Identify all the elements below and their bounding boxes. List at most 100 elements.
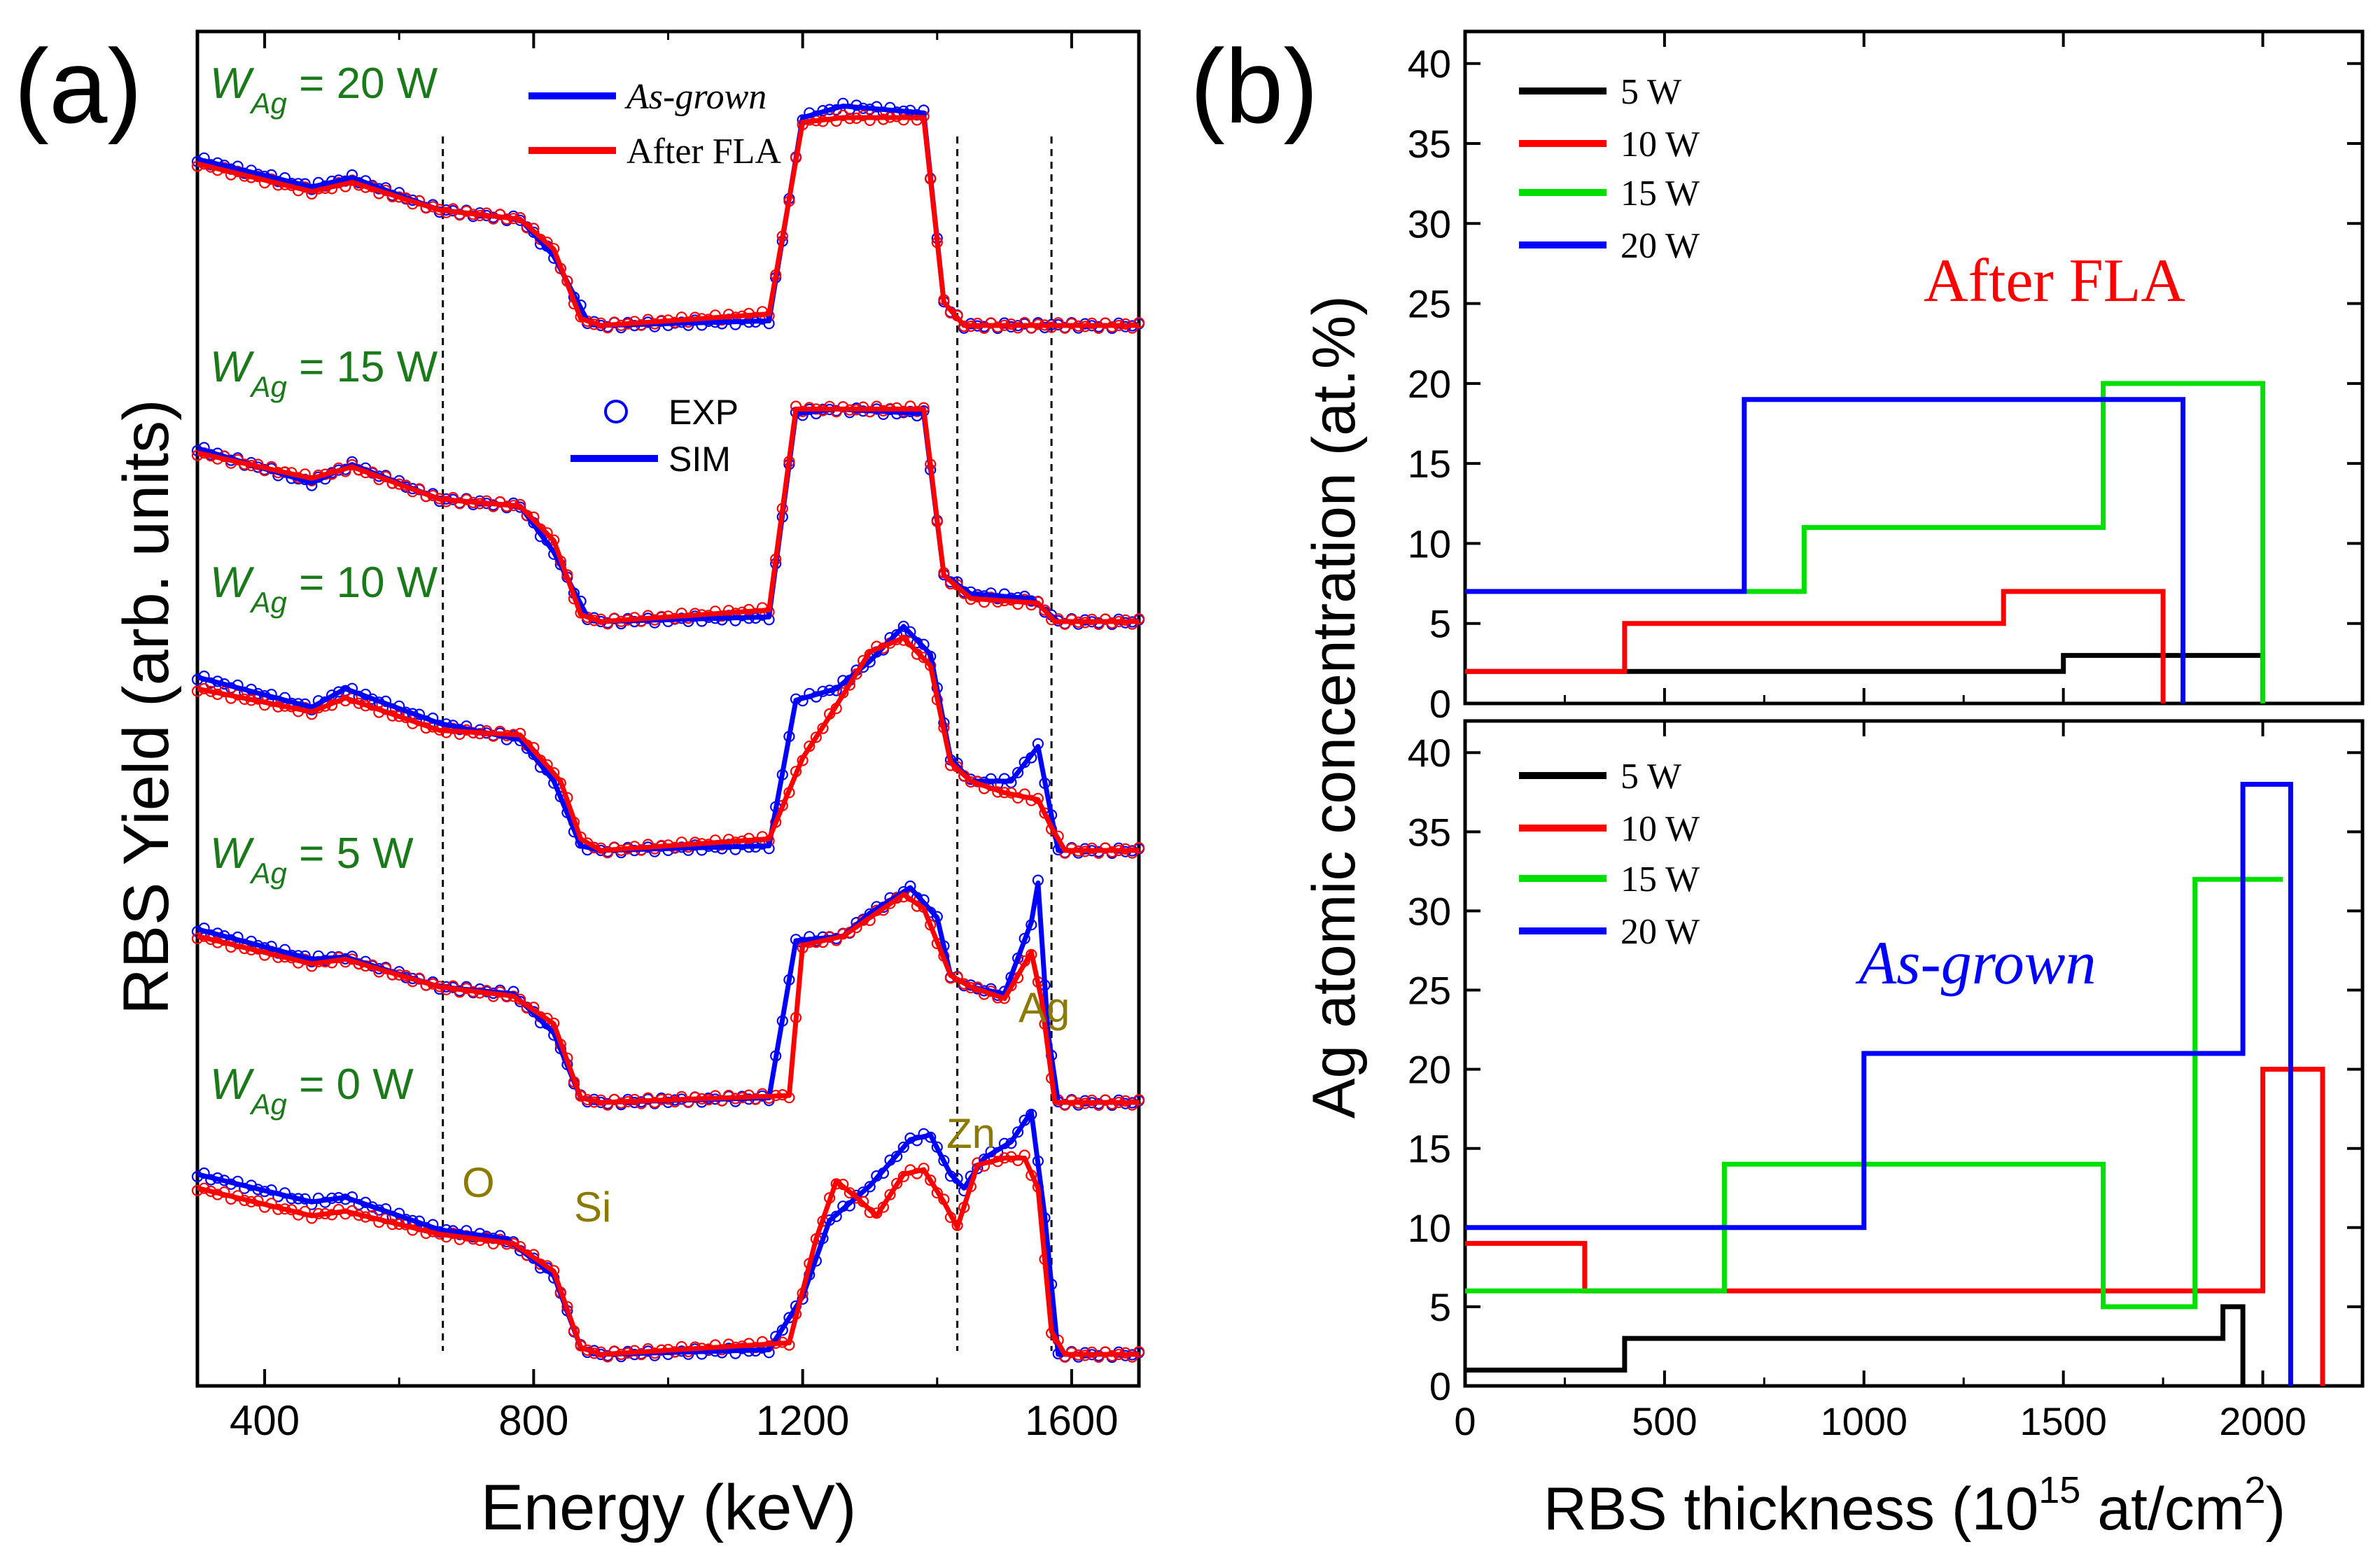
sim-line-after_fla [197, 406, 1139, 624]
legend-exp-label: EXP [668, 393, 738, 432]
y-tick-label: 40 [1408, 42, 1451, 86]
legend-label: 20 W [1620, 912, 1700, 952]
y-tick-label: 5 [1429, 602, 1451, 646]
sim-line-after_fla [197, 1156, 1139, 1357]
x-tick-label: 0 [1454, 1399, 1476, 1443]
y-tick-label: 40 [1408, 731, 1451, 775]
y-tick-label: 15 [1408, 442, 1451, 486]
x-tick-label: 1000 [1820, 1399, 1907, 1443]
y-tick-label: 10 [1408, 1206, 1451, 1250]
x-tick-label: 2000 [2219, 1399, 2306, 1443]
exp-point [925, 1174, 937, 1186]
element-label-o: O [462, 1159, 495, 1206]
x-tick-label: 1600 [1025, 1397, 1118, 1444]
element-label-si: Si [574, 1184, 611, 1231]
legend-label: 20 W [1620, 226, 1700, 266]
exp-markers [191, 620, 1145, 860]
panel-b-top-title: After FLA [1924, 247, 2185, 315]
spectrum-label: WAg = 5 W [210, 829, 414, 890]
spectrum-label-w: W [210, 59, 255, 108]
y-tick-label: 20 [1408, 1048, 1451, 1092]
exp-point [864, 1181, 876, 1193]
panel-b-xlabel-part3: ) [2266, 1476, 2286, 1543]
spectrum-label-value: = 0 W [287, 1060, 414, 1109]
y-tick-label: 10 [1408, 521, 1451, 566]
step-series [1465, 876, 2283, 1310]
y-tick-label: 25 [1408, 282, 1451, 326]
element-label-ag: Ag [1018, 984, 1070, 1031]
spectrum-label-sub: Ag [249, 1088, 287, 1121]
panel-b-xlabel-sup2: 2 [2244, 1469, 2265, 1511]
panel-b-label: (b) [1190, 27, 1318, 145]
y-tick-label: 20 [1408, 362, 1451, 406]
step-series [1465, 1304, 2246, 1386]
panel-b-xlabel-part1: RBS thickness (10 [1544, 1476, 2038, 1543]
exp-point [897, 620, 909, 632]
spectrum-label-value: = 10 W [287, 559, 438, 607]
spectrum-label: WAg = 0 W [210, 1060, 414, 1121]
legend-label: 10 W [1620, 809, 1700, 849]
spectrum-label: WAg = 10 W [210, 559, 438, 619]
panel-a-xlabel: Energy (keV) [481, 1472, 857, 1543]
legend-label: 5 W [1620, 72, 1681, 112]
step-series [1465, 782, 2293, 1386]
spectrum-label-w: W [210, 829, 255, 878]
spectrum-label-sub: Ag [249, 370, 287, 403]
panel-a-frame [195, 29, 1141, 1388]
spectrum-label-sub: Ag [249, 586, 287, 619]
sim-line-as_grown [197, 624, 1139, 853]
panel-b-xlabel-sup: 15 [2038, 1469, 2080, 1511]
spectrum-label: WAg = 20 W [210, 59, 438, 120]
spectrum-label: WAg = 15 W [210, 343, 438, 403]
y-tick-label: 35 [1408, 810, 1451, 854]
spectrum-label-value: = 20 W [287, 59, 438, 108]
step-series [1465, 589, 2166, 703]
sim-line-after_fla [197, 892, 1139, 1105]
panel-a-ylabel: RBS Yield (arb. units) [111, 399, 182, 1014]
legend-label: 10 W [1620, 125, 1700, 164]
step-series [1465, 397, 2186, 703]
exp-point [1039, 604, 1051, 616]
panel-b-xlabel-part2: at/cm [2080, 1476, 2244, 1543]
element-label-zn: Zn [946, 1110, 995, 1157]
sim-line-after_fla [197, 635, 1139, 853]
spectrum-label-w: W [210, 559, 255, 607]
exp-point [897, 1141, 909, 1154]
spectrum-label-sub: Ag [249, 857, 287, 890]
y-tick-label: 30 [1408, 202, 1451, 246]
exp-point [897, 1170, 909, 1183]
panel-b-bottom-frame [1463, 719, 2365, 1388]
legend-sim-label: SIM [668, 440, 731, 479]
legend-as-grown-label: As-grown [624, 77, 766, 117]
exp-point [810, 731, 822, 743]
panel-b-plot-area: 0 5 10 15 20 25 30 35 40 5 W 10 W 15 W 20 W 0 5 10 15 20 2… [1408, 31, 2364, 1443]
y-tick-label: 35 [1408, 122, 1451, 166]
sim-line-as_grown [197, 1109, 1139, 1357]
panel-a-legend-conditions: As-grown After FLA [528, 77, 781, 171]
x-tick-label: 400 [230, 1397, 300, 1444]
y-tick-label: 25 [1408, 969, 1451, 1013]
spectrum-label-sub: Ag [249, 87, 287, 120]
legend-after-fla-label: After FLA [626, 132, 781, 171]
panel-b-top-frame [1463, 29, 2365, 706]
spectrum-label-w: W [210, 343, 255, 391]
exp-point [1011, 766, 1024, 778]
step-series [1465, 381, 2266, 703]
y-tick-label: 0 [1429, 1364, 1451, 1408]
legend-label: 15 W [1620, 174, 1700, 213]
exp-point [1011, 1126, 1024, 1138]
panel-a-ticks: 400 800 1200 1600 [230, 31, 1119, 1444]
y-tick-label: 5 [1429, 1285, 1451, 1329]
spectrum-label-w: W [210, 1060, 255, 1109]
panel-a-label: (a) [14, 27, 142, 145]
panel-b-ylabel: Ag atomic concentration (at.%) [1301, 295, 1368, 1119]
legend-label: 5 W [1620, 757, 1681, 797]
panel-b-bottom-title: As-grown [1856, 930, 2096, 997]
x-tick-label: 500 [1632, 1399, 1697, 1443]
spectrum-label-value: = 15 W [287, 343, 438, 391]
x-tick-label: 800 [498, 1397, 568, 1444]
exp-point [850, 1192, 862, 1204]
legend-label: 15 W [1620, 860, 1700, 899]
